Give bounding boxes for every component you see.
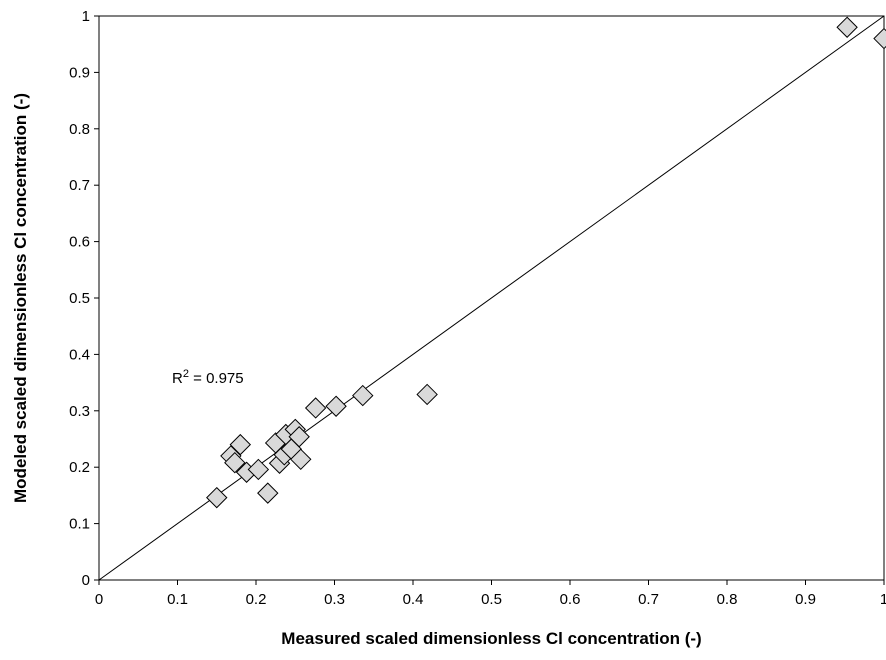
y-tick-label: 0.6 [69,234,90,251]
y-tick-label: 0.9 [69,64,90,81]
y-axis: 0 0.1 0.2 0.3 0.4 0.5 0.6 0.7 0.8 0.9 1 [69,8,99,589]
r-squared-superscript: 2 [183,368,189,380]
r-squared-annotation: R2 = 0.975 [172,368,244,387]
data-point [206,486,228,509]
x-tick-label: 0.3 [324,591,345,608]
x-axis: 0 0.1 0.2 0.3 0.4 0.5 0.6 0.7 0.8 0.9 1 [95,580,886,608]
r-squared-value: = 0.975 [189,370,244,387]
x-tick-label: 0 [95,591,103,608]
y-tick-label: 0.4 [69,346,90,363]
plot-area [98,15,886,581]
y-axis-title: Modeled scaled dimensionless Cl concentr… [11,93,30,503]
x-tick-label: 0.2 [246,591,267,608]
x-tick-label: 0.5 [481,591,502,608]
y-tick-label: 0 [82,572,90,589]
data-points [206,16,886,509]
data-point [257,482,279,504]
data-point [288,426,310,448]
y-tick-label: 0.2 [69,459,90,476]
y-tick-label: 1 [82,8,90,25]
y-tick-label: 0.5 [69,290,90,307]
data-point [224,451,246,474]
y-tick-label: 0.1 [69,516,90,533]
x-tick-label: 0.1 [167,591,188,608]
x-tick-label: 0.6 [560,591,581,608]
data-point [836,16,858,38]
data-point [873,27,886,50]
x-tick-label: 1 [880,591,886,608]
data-point [290,448,312,471]
data-point [304,397,327,419]
x-tick-label: 0.9 [795,591,816,608]
r-squared-prefix: R [172,370,183,387]
data-point [416,383,438,406]
x-tick-label: 0.7 [638,591,659,608]
y-tick-label: 0.7 [69,177,90,194]
data-point [247,458,270,481]
data-point [352,384,374,407]
data-point [325,395,347,417]
one-to-one-reference-line [98,15,885,581]
data-point [229,433,252,456]
x-tick-label: 0.8 [717,591,738,608]
y-tick-label: 0.8 [69,121,90,138]
x-tick-label: 0.4 [403,591,424,608]
x-axis-title: Measured scaled dimensionless Cl concent… [281,629,701,648]
y-tick-label: 0.3 [69,403,90,420]
